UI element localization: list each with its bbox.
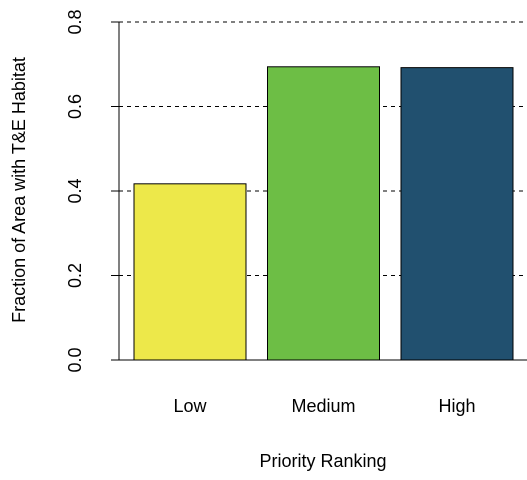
- y-axis-label: Fraction of Area with T&E Habitat: [9, 57, 29, 323]
- x-axis-label: Priority Ranking: [259, 451, 386, 471]
- x-tick-label: Low: [173, 396, 207, 416]
- y-tick-label: 0.2: [65, 263, 85, 288]
- bar: [400, 67, 514, 361]
- x-tick-label: High: [438, 396, 475, 416]
- y-tick-label: 0.6: [65, 94, 85, 119]
- y-tick-label: 0.4: [65, 178, 85, 203]
- y-tick-label: 0.0: [65, 347, 85, 372]
- bar: [267, 66, 380, 361]
- bar: [133, 183, 247, 361]
- y-tick-label: 0.8: [65, 9, 85, 34]
- x-tick-label: Medium: [291, 396, 355, 416]
